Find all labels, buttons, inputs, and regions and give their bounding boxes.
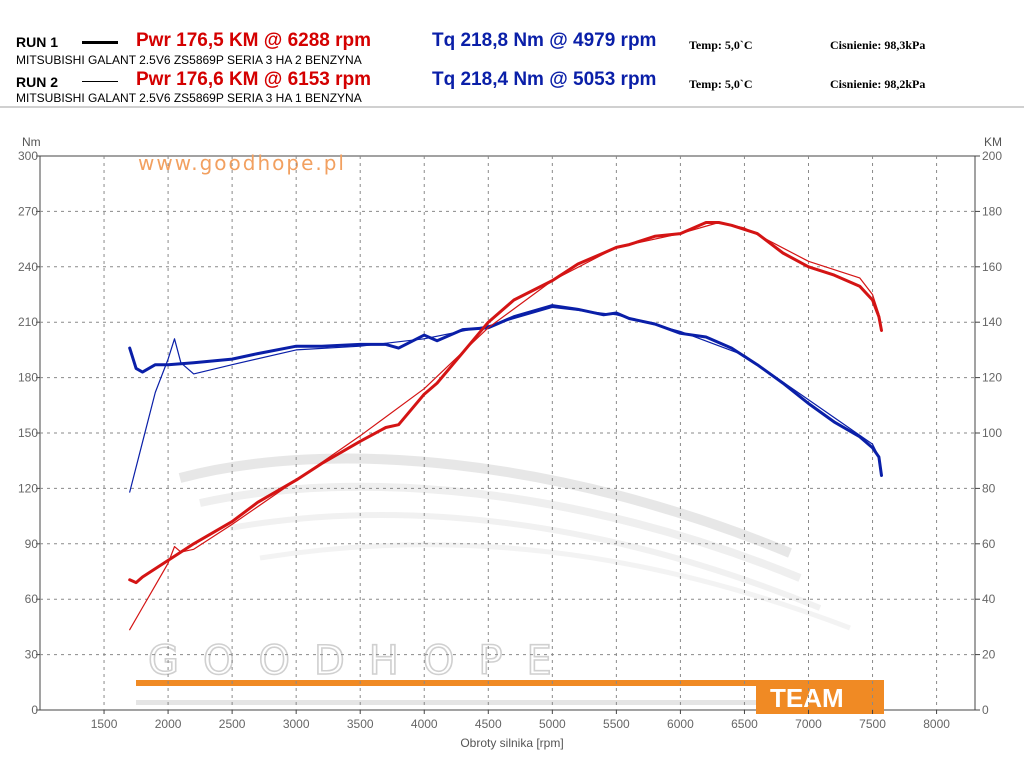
run2-line-swatch (82, 81, 118, 82)
x-tick-label: 4000 (411, 717, 438, 731)
y-left-tick-label: 60 (25, 592, 39, 606)
series-group (128, 221, 883, 631)
run1-torque: Tq 218,8 Nm @ 4979 rpm (432, 30, 657, 51)
y-axis-left-label: Nm (22, 135, 41, 149)
series-run1-torque-line (128, 304, 883, 477)
x-tick-label: 3000 (283, 717, 310, 731)
y-left-tick-label: 30 (25, 648, 39, 662)
x-tick-label: 2500 (219, 717, 246, 731)
y-right-tick-label: 100 (982, 426, 1002, 440)
watermark-orange-bar (136, 680, 756, 686)
y-right-tick-label: 200 (982, 149, 1002, 163)
y-right-tick-label: 160 (982, 260, 1002, 274)
watermark-team-box (756, 680, 884, 714)
run1-line-swatch (82, 41, 118, 44)
run1-car: MITSUBISHI GALANT 2.5V6 ZS5869P SERIA 3 … (16, 53, 362, 67)
y-right-tick-label: 40 (982, 592, 996, 606)
x-tick-label: 4500 (475, 717, 502, 731)
x-axis-label: Obroty silnika [rpm] (460, 736, 563, 750)
y-right-tick-label: 180 (982, 204, 1002, 218)
y-right-tick-label: 0 (982, 703, 989, 717)
run2-power: Pwr 176,6 KM @ 6153 rpm (136, 69, 372, 90)
x-tick-label: 3500 (347, 717, 374, 731)
header-divider (0, 106, 1024, 108)
x-tick-label: 6000 (667, 717, 694, 731)
y-left-tick-label: 270 (18, 204, 38, 218)
run1-temp: Temp: 5,0`C (689, 38, 753, 52)
watermark-site: www.goodhope.pl (138, 151, 346, 175)
x-tick-label: 8000 (923, 717, 950, 731)
run1-pressure: Cisnienie: 98,3kPa (830, 38, 926, 52)
axes: 1500 2000 2500 3000 3500 4000 4500 5000 5500 6000… (18, 149, 1002, 731)
run2-torque: Tq 218,4 Nm @ 5053 rpm (432, 69, 657, 90)
y-left-tick-label: 120 (18, 481, 38, 495)
run2-car: MITSUBISHI GALANT 2.5V6 ZS5869P SERIA 3 … (16, 91, 362, 105)
run2-label: RUN 2 (16, 74, 59, 90)
run1-label: RUN 1 (16, 34, 59, 50)
y-right-tick-label: 20 (982, 648, 996, 662)
x-tick-label: 2000 (155, 717, 182, 731)
y-left-tick-label: 150 (18, 426, 38, 440)
y-left-tick-label: 210 (18, 315, 38, 329)
y-left-tick-label: 300 (18, 149, 38, 163)
series-run2-power-line (129, 221, 880, 631)
x-tick-label: 7500 (859, 717, 886, 731)
y-left-tick-label: 90 (25, 537, 39, 551)
y-right-tick-label: 140 (982, 315, 1002, 329)
y-right-tick-label: 60 (982, 537, 996, 551)
y-axis-right-label: KM (984, 135, 1002, 149)
watermark-swoosh (178, 453, 851, 631)
run2-temp: Temp: 5,0`C (689, 77, 753, 91)
x-tick-label: 1500 (91, 717, 118, 731)
x-tick-label: 7000 (795, 717, 822, 731)
watermark: www.goodhope.pl GOODHOPE TEAM (136, 151, 884, 714)
x-tick-label: 5000 (539, 717, 566, 731)
watermark-brand: GOODHOPE (148, 638, 576, 684)
x-tick-label: 6500 (731, 717, 758, 731)
y-right-tick-label: 120 (982, 371, 1002, 385)
series-run2-torque-line (129, 306, 880, 493)
run2-pressure: Cisnienie: 98,2kPa (830, 77, 926, 91)
y-left-tick-label: 240 (18, 260, 38, 274)
y-left-tick-label: 180 (18, 371, 38, 385)
header: RUN 1 Pwr 176,5 KM @ 6288 rpm Tq 218,8 N… (0, 0, 1024, 108)
watermark-team: TEAM (770, 683, 844, 713)
watermark-grey-bar (136, 700, 756, 705)
dyno-chart: www.goodhope.pl GOODHOPE TEAM 1500 2000 25… (0, 108, 1024, 768)
x-tick-label: 5500 (603, 717, 630, 731)
y-right-tick-label: 80 (982, 481, 996, 495)
run1-power: Pwr 176,5 KM @ 6288 rpm (136, 30, 372, 51)
y-left-tick-label: 0 (31, 703, 38, 717)
